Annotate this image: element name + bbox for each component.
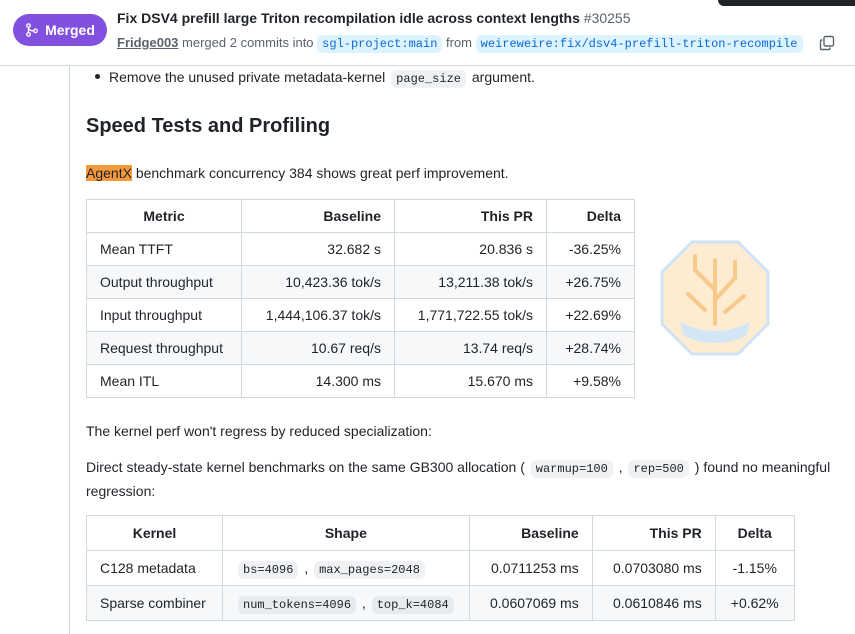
header-row: Metric Baseline This PR Delta — [86, 199, 635, 233]
head-branch[interactable]: weireweire:fix/dsv4-prefill-triton-recom… — [475, 35, 803, 53]
action: merged 2 commits into — [182, 35, 314, 50]
inline-code: page_size — [391, 70, 466, 88]
inline-code: max_pages=2048 — [314, 560, 425, 579]
copy-icon[interactable] — [819, 35, 835, 51]
cell: +26.75% — [546, 265, 635, 299]
intro: AgentX benchmark concurrency 384 shows g… — [86, 162, 509, 184]
inline-code: bs=4096 — [238, 560, 299, 579]
from: from — [446, 35, 473, 50]
cell: 13.74 req/s — [394, 331, 547, 365]
header-border — [0, 65, 855, 66]
cell: Output throughput — [86, 265, 242, 299]
heading: Speed Tests and Profiling — [86, 115, 331, 137]
inline-code: num_tokens=4096 — [238, 595, 357, 614]
cell: Request throughput — [86, 331, 242, 365]
title: Fix DSV4 prefill large Triton recompilat… — [117, 10, 580, 26]
column-header: Shape — [222, 515, 470, 551]
row: Mean ITL 14.300 ms 15.670 ms +9.58% — [86, 364, 635, 398]
cell: 1,771,722.55 tok/s — [394, 298, 547, 332]
text: argument. — [471, 69, 535, 85]
table-speed: Metric Baseline This PR Delta Mean TTFT 32.68… — [86, 199, 635, 398]
status-badge[interactable]: Merged — [13, 14, 107, 46]
row: C128 metadata bs=4096 , max_pages=2048 0.… — [86, 550, 795, 586]
text: , — [618, 459, 623, 475]
column-header: Delta — [714, 515, 795, 551]
cell: 32.682 s — [241, 232, 395, 266]
column-header: Delta — [546, 199, 635, 233]
row: Request throughput 10.67 req/s 13.74 req/s… — [86, 331, 635, 365]
row: Input throughput 1,444,106.37 tok/s 1,771,… — [86, 298, 635, 332]
cell: 0.0610846 ms — [591, 585, 716, 621]
pr-title: Fix DSV4 prefill large Triton recompilat… — [117, 10, 631, 26]
merge-icon — [26, 23, 38, 37]
column-header: This PR — [394, 199, 547, 233]
tooltip — [718, 0, 855, 6]
header-row: Kernel Shape Baseline This PR Delta — [86, 515, 795, 551]
text: , — [361, 594, 366, 611]
author[interactable]: Fridge003 — [117, 35, 179, 50]
paragraph: Direct steady-state kernel benchmarks on… — [86, 456, 841, 502]
cell: -36.25% — [546, 232, 635, 266]
cell: bs=4096 , max_pages=2048 — [222, 550, 470, 586]
inline-code: warmup=100 — [530, 460, 613, 478]
cell: 1,444,106.37 tok/s — [241, 298, 395, 332]
row: Sparse combiner num_tokens=4096 , top_k=4… — [86, 585, 795, 621]
pr-meta: Fridge003 merged 2 commits into sgl-proj… — [117, 35, 803, 53]
cell: 0.0703080 ms — [591, 550, 716, 586]
inline-code: rep=500 — [628, 460, 689, 478]
status: Merged — [45, 22, 95, 38]
cell: +28.74% — [546, 331, 635, 365]
paragraph: The kernel perf won't regress by reduced… — [86, 423, 432, 439]
cell: +22.69% — [546, 298, 635, 332]
row: Mean TTFT 32.682 s 20.836 s -36.25% — [86, 232, 635, 266]
cell: 10,423.36 tok/s — [241, 265, 395, 299]
highlight: AgentX — [86, 165, 132, 181]
column-header: This PR — [591, 515, 716, 551]
cell: num_tokens=4096 , top_k=4084 — [222, 585, 470, 621]
column-header: Kernel — [86, 515, 223, 551]
cell: 15.670 ms — [394, 364, 547, 398]
cell: C128 metadata — [86, 550, 223, 586]
cell: 0.0607069 ms — [468, 585, 593, 621]
text: benchmark concurrency 384 shows great pe… — [135, 165, 509, 181]
logo — [660, 240, 770, 356]
cell: +9.58% — [546, 364, 635, 398]
table-kernel: Kernel Shape Baseline This PR Delta C128 meta… — [86, 515, 795, 621]
cell: Mean ITL — [86, 364, 242, 398]
cell: 13,211.38 tok/s — [394, 265, 547, 299]
cell: 20.836 s — [394, 232, 547, 266]
text: , — [304, 559, 309, 576]
text: Direct steady-state kernel benchmarks on… — [86, 459, 525, 475]
base-branch[interactable]: sgl-project:main — [317, 35, 443, 53]
cell: 14.300 ms — [241, 364, 395, 398]
timeline — [69, 66, 70, 634]
bullet-item: Remove the unused private metadata-kerne… — [109, 66, 535, 90]
text: Remove the unused private metadata-kerne… — [109, 69, 386, 85]
cell: 0.0711253 ms — [468, 550, 593, 586]
pr-number: #30255 — [583, 10, 631, 26]
column-header: Baseline — [241, 199, 395, 233]
row: Output throughput 10,423.36 tok/s 13,211.3… — [86, 265, 635, 299]
cell: Input throughput — [86, 298, 242, 332]
column-header: Metric — [86, 199, 242, 233]
bullet-dot — [95, 74, 100, 79]
column-header: Baseline — [468, 515, 593, 551]
cell: +0.62% — [714, 585, 795, 621]
cell: 10.67 req/s — [241, 331, 395, 365]
cell: -1.15% — [714, 550, 795, 586]
text: ) found no meaningful regression: — [86, 459, 831, 499]
cell: Mean TTFT — [86, 232, 242, 266]
inline-code: top_k=4084 — [371, 595, 454, 614]
cell: Sparse combiner — [86, 585, 223, 621]
